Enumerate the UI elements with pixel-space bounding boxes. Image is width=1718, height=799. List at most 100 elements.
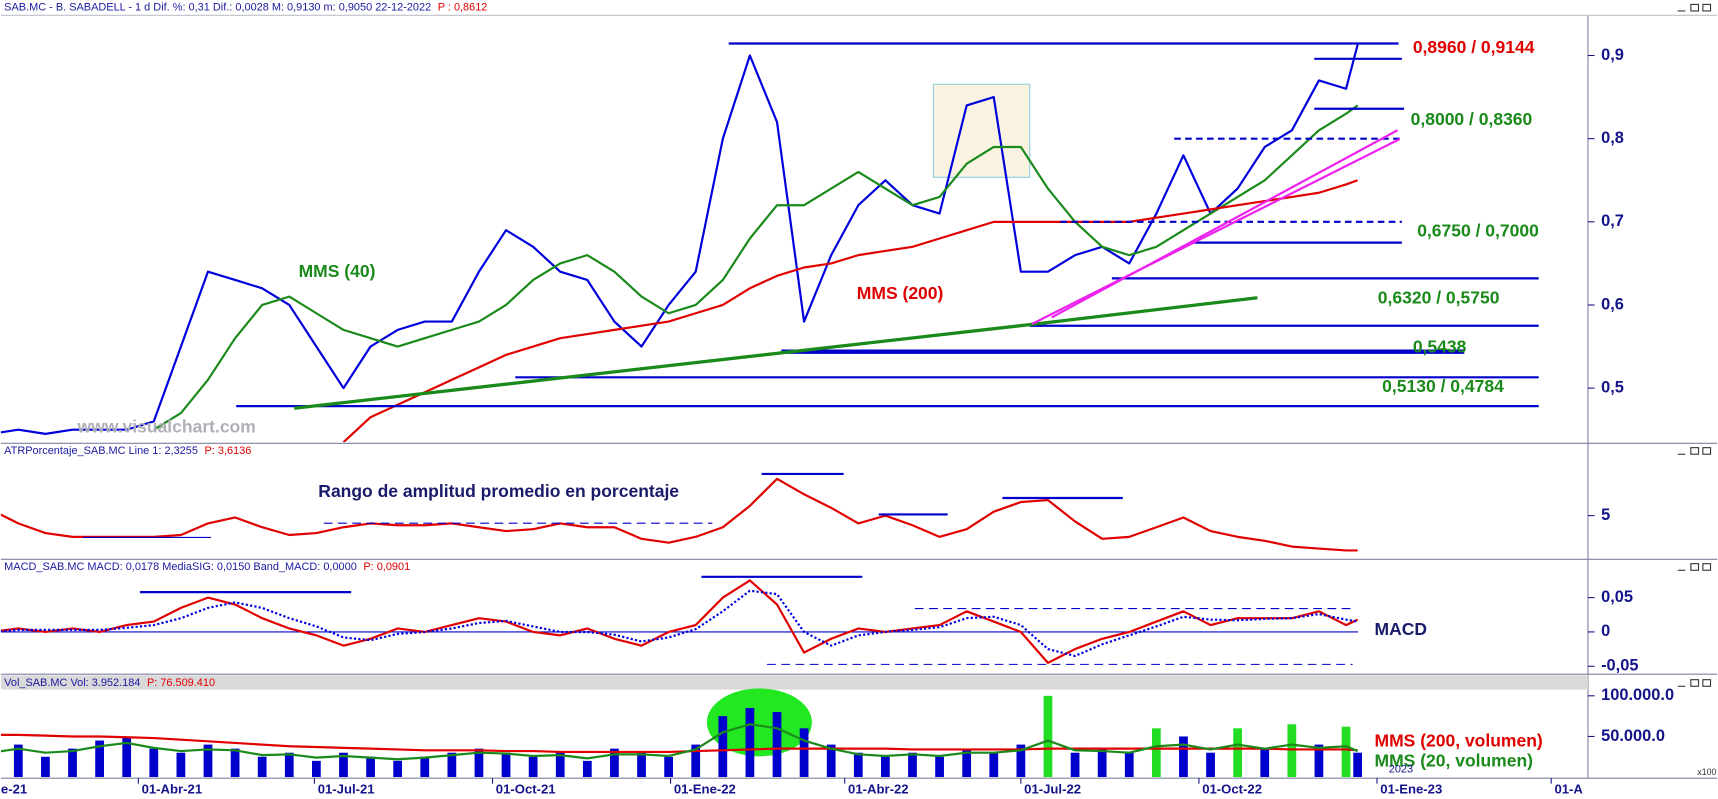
volume-bar — [1341, 726, 1351, 778]
series-line — [0, 44, 1359, 435]
volume-bar — [447, 752, 457, 778]
unit-label: x100 — [1697, 767, 1716, 777]
volume-bar — [13, 744, 23, 778]
y-tick-label: 0,7 — [1601, 212, 1624, 230]
volume-bar — [772, 712, 782, 778]
annotation: Rango de amplitud promedio en porcentaje — [318, 481, 679, 501]
y-tick-label: 0,5 — [1601, 378, 1624, 396]
x-tick-label: 01-Jul-22 — [1024, 782, 1081, 797]
panel — [0, 695, 1363, 778]
volume-bar — [853, 752, 863, 778]
volume-bar — [745, 707, 755, 778]
y-tick-label: 0,05 — [1601, 588, 1633, 606]
panel-header: ATRPorcentaje_SAB.MC Line 1: 2,3255 P: 3,… — [4, 445, 251, 457]
volume-bar — [474, 748, 484, 778]
volume-bar — [41, 756, 50, 778]
volume-bar — [1260, 748, 1270, 778]
panel — [0, 579, 1359, 664]
volume-bar — [989, 752, 999, 778]
volume-bar — [1314, 744, 1324, 778]
panel-header: SAB.MC - B. SABADELL - 1 d Dif. %: 0,31 … — [4, 2, 487, 14]
volume-bar — [311, 760, 321, 778]
panel — [0, 477, 1358, 552]
panel-header: MACD_SAB.MC MACD: 0,0178 MediaSIG: 0,015… — [4, 561, 410, 573]
y-tick-label: 5 — [1601, 506, 1610, 524]
series-label: MMS (200) — [857, 283, 944, 303]
volume-bar — [420, 756, 430, 778]
volume-bar — [908, 752, 917, 778]
series-label: MMS (200, volumen) — [1375, 731, 1543, 751]
header-part: ATRPorcentaje_SAB.MC Line 1: 2,3255 — [4, 445, 198, 457]
support-line — [1035, 296, 1258, 326]
volume-bar — [691, 744, 701, 778]
annotation: 0,8000 / 0,8360 — [1411, 109, 1533, 129]
series-line — [0, 723, 1359, 761]
volume-bar — [528, 756, 538, 778]
series-label: MMS (20, volumen) — [1375, 750, 1534, 770]
header-part: MACD_SAB.MC MACD: 0,0178 MediaSIG: 0,015… — [4, 561, 357, 573]
x-tick-label: 01-Oct-21 — [496, 782, 556, 797]
x-tick-label: 01-A — [1554, 782, 1583, 797]
volume-bar — [799, 728, 809, 778]
series-line — [0, 579, 1359, 664]
volume-bar — [1124, 752, 1134, 778]
volume-bar — [339, 752, 348, 778]
volume-bar — [1097, 748, 1107, 778]
volume-bar — [230, 748, 240, 778]
series-line — [0, 477, 1358, 552]
series-label: MMS (40) — [299, 261, 376, 281]
x-year-label: 2023 — [1389, 763, 1413, 775]
y-tick-label: 50.000.0 — [1601, 727, 1665, 745]
header-part: P: 3,6136 — [204, 445, 251, 457]
channel-line — [1031, 138, 1401, 325]
x-tick-label: 01-Abr-22 — [848, 782, 909, 797]
x-tick-label: 01-Abr-21 — [142, 782, 203, 797]
header-part: P: 76.509.410 — [147, 677, 215, 689]
volume-bar — [284, 752, 294, 778]
annotation: 0,6320 / 0,5750 — [1378, 287, 1500, 307]
volume-bar — [176, 752, 186, 778]
annotation: www.visualchart.com — [77, 417, 256, 437]
annotation: 0,8960 / 0,9144 — [1413, 37, 1535, 57]
volume-bar — [664, 756, 673, 778]
volume-bar — [1179, 736, 1188, 778]
series-line — [153, 104, 1359, 431]
volume-bar — [582, 760, 592, 778]
volume-bar — [826, 744, 836, 778]
volume-bar — [1043, 695, 1053, 778]
header-part: SAB.MC - B. SABADELL - 1 d Dif. %: 0,31 … — [4, 2, 431, 14]
volume-bar — [149, 748, 159, 778]
series-line — [342, 179, 1359, 443]
x-tick-label: 01-Jul-21 — [318, 782, 375, 797]
annotation: 0,6750 / 0,7000 — [1417, 221, 1539, 241]
support-line — [294, 322, 1036, 410]
y-tick-label: 0,6 — [1601, 295, 1624, 313]
window-controls — [1677, 3, 1712, 687]
volume-bar — [1151, 728, 1161, 778]
volume-highlight — [706, 688, 812, 757]
volume-bar — [1016, 744, 1026, 778]
volume-bar — [1206, 752, 1215, 778]
series-line — [0, 589, 1358, 658]
volume-bar — [393, 760, 403, 778]
volume-bar — [555, 752, 565, 778]
header-part: P : 0,8612 — [438, 2, 488, 14]
annotation: 0,5130 / 0,4784 — [1382, 376, 1504, 396]
trend-lines — [82, 129, 1401, 665]
volume-bar — [1353, 752, 1363, 778]
x-tick-label: e-21 — [1, 782, 27, 797]
x-tick-label: 01-Ene-22 — [674, 782, 736, 797]
volume-bar — [501, 752, 511, 778]
volume-bar — [718, 716, 728, 778]
y-tick-label: 0,9 — [1601, 46, 1624, 64]
header-part: P: 0,0901 — [363, 561, 410, 573]
volume-bar — [935, 756, 944, 778]
volume-bar — [122, 736, 132, 778]
consolidation-box — [932, 83, 1031, 178]
channel-line — [1051, 129, 1399, 319]
x-tick-label: 01-Oct-22 — [1202, 782, 1262, 797]
volume-bar — [257, 756, 267, 778]
